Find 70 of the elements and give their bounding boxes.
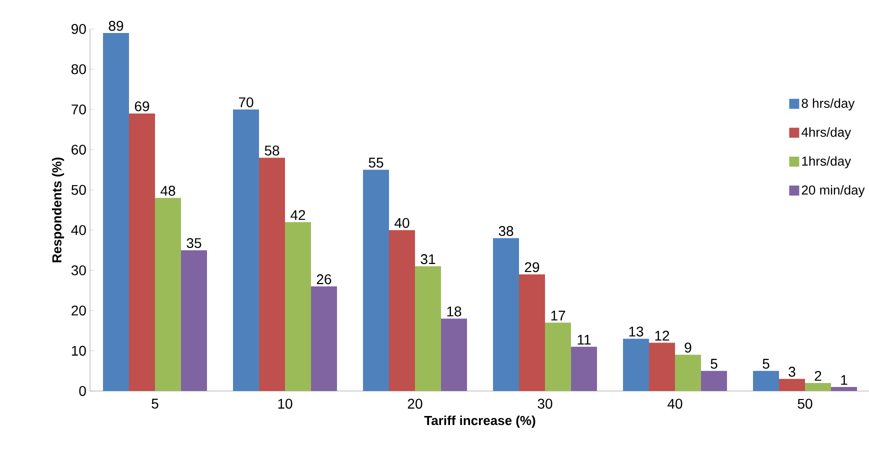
bar: [363, 170, 389, 391]
x-tick-label: 40: [668, 398, 682, 409]
data-label: 5: [710, 358, 718, 369]
data-label: 89: [108, 20, 124, 31]
bar: [831, 386, 858, 391]
bar: [103, 33, 129, 391]
x-tick-label: 10: [278, 398, 292, 409]
bar: [181, 250, 207, 391]
data-label: 48: [160, 186, 176, 196]
x-tick-label: 20: [408, 398, 422, 409]
x-tick-label: 50: [798, 398, 812, 409]
data-label: 13: [629, 326, 644, 337]
data-label: 5: [762, 358, 770, 369]
legend-label: 4hrs/day: [802, 127, 852, 140]
data-label: 11: [578, 334, 591, 345]
data-label: 18: [447, 306, 462, 316]
bar: [779, 378, 806, 391]
bar: [233, 109, 259, 391]
legend-label: 1hrs/day: [802, 156, 852, 168]
legend-label: 20 min/day: [802, 185, 865, 198]
bar: [545, 322, 571, 391]
data-label: 9: [684, 342, 692, 353]
data-label: 17: [551, 310, 566, 320]
bar: [753, 370, 779, 391]
bar: [441, 318, 467, 391]
bar: [285, 222, 312, 391]
bar: [675, 354, 702, 391]
data-label: 58: [264, 146, 280, 156]
data-label: 12: [655, 330, 670, 341]
bar: [415, 266, 441, 391]
bar: [519, 274, 546, 391]
data-label: 1: [841, 375, 848, 385]
bar: [389, 230, 415, 391]
data-label: 2: [814, 370, 822, 381]
bar: [649, 342, 676, 391]
data-label: 69: [134, 101, 150, 112]
data-label: 40: [394, 218, 410, 228]
x-tick-label: 5: [152, 398, 158, 409]
y-tick-label: 60: [72, 144, 86, 155]
y-tick-label: 30: [71, 265, 86, 276]
bar: [493, 238, 520, 391]
legend-label: 8 hrs/day: [802, 98, 855, 110]
y-tick-label: 10: [72, 346, 86, 356]
data-label: 42: [290, 210, 306, 220]
bar: [259, 158, 285, 391]
x-tick-label: 30: [538, 398, 552, 409]
x-axis-title: Tariff increase (%): [424, 416, 536, 428]
bar: [155, 198, 181, 391]
y-tick-label: 40: [71, 225, 86, 236]
y-axis-title: Respondents (%): [52, 158, 64, 262]
data-label: 55: [368, 158, 384, 168]
data-label: 35: [186, 238, 202, 248]
bar: [701, 370, 728, 391]
y-tick-label: 0: [79, 386, 86, 396]
data-label: 38: [498, 226, 514, 236]
data-label: 29: [524, 262, 540, 272]
data-label: 26: [316, 274, 332, 284]
data-label: 3: [788, 366, 796, 377]
bar: [805, 382, 832, 391]
bar: [571, 346, 597, 391]
data-label: 70: [238, 97, 254, 108]
y-tick-label: 50: [71, 184, 86, 195]
data-label: 31: [420, 254, 436, 264]
y-tick-label: 70: [72, 104, 86, 114]
bar: [623, 338, 650, 391]
bar: [311, 286, 338, 391]
y-tick-label: 20: [72, 306, 86, 316]
y-tick-label: 80: [72, 64, 86, 74]
y-tick-label: 90: [72, 24, 86, 34]
bar: [129, 113, 155, 391]
